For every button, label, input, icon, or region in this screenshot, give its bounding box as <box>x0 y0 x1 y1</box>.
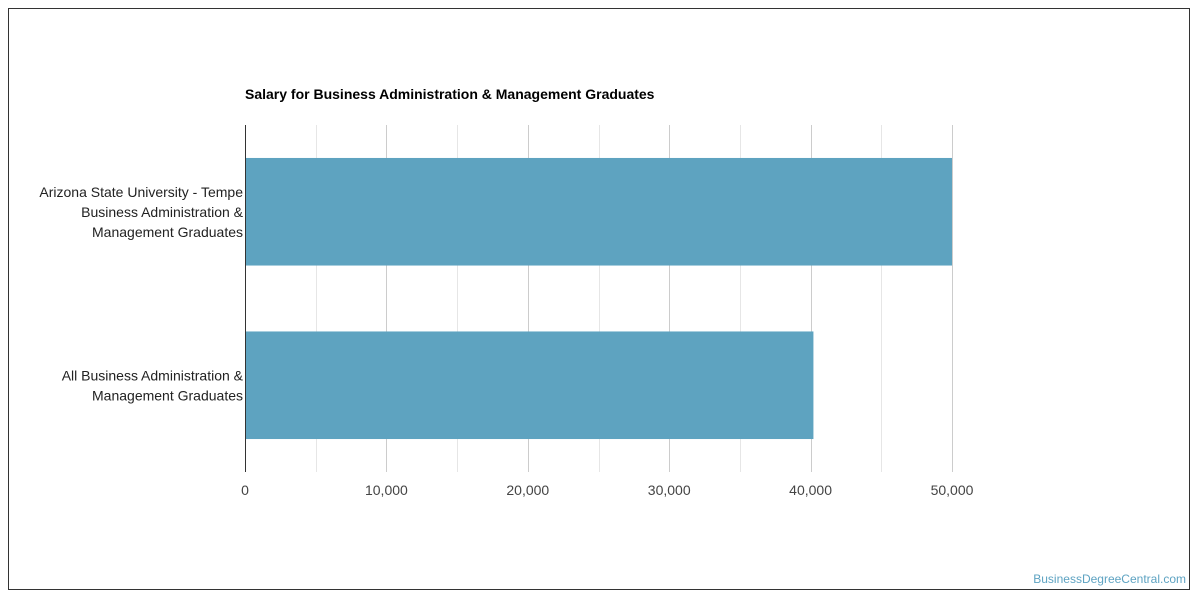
category-labels: Arizona State University - Tempe Business… <box>39 184 243 404</box>
x-tick-labels: 0 10,000 20,000 30,000 40,000 50,000 <box>241 482 974 498</box>
x-tick-label: 10,000 <box>365 482 408 498</box>
chart-title: Salary for Business Administration & Man… <box>245 86 655 102</box>
x-tick-label: 30,000 <box>648 482 691 498</box>
bar-1[interactable] <box>245 157 952 266</box>
x-tick-label: 0 <box>241 482 249 498</box>
x-tick-label: 20,000 <box>506 482 549 498</box>
source-watermark[interactable]: BusinessDegreeCentral.com <box>1033 572 1186 586</box>
x-tick-label: 50,000 <box>931 482 974 498</box>
category-label-2: All Business Administration & Management … <box>62 367 244 403</box>
bars <box>245 157 952 440</box>
category-label-1: Arizona State University - Tempe Business… <box>39 184 243 240</box>
bar-2[interactable] <box>245 331 814 440</box>
x-tick-label: 40,000 <box>789 482 832 498</box>
